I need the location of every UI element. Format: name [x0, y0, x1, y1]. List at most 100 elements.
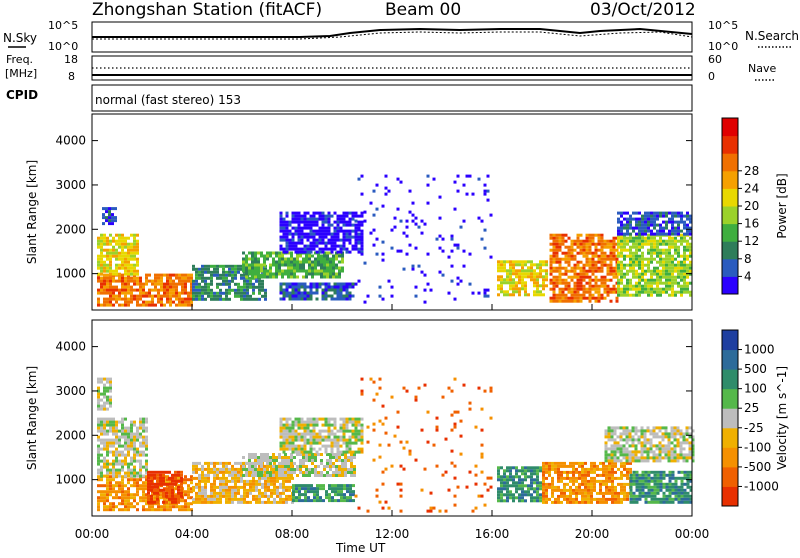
power-cell — [586, 243, 589, 246]
velocity-cell — [184, 481, 187, 484]
velocity-cell — [210, 468, 213, 471]
power-cell — [542, 293, 545, 296]
power-cell — [289, 239, 292, 242]
power-cell — [280, 215, 283, 218]
velocity-cell — [617, 477, 620, 480]
power-cell — [207, 295, 210, 298]
velocity-cell — [106, 442, 109, 445]
power-cell — [121, 261, 124, 264]
power-cell — [310, 295, 313, 298]
velocity-cell — [554, 501, 557, 504]
velocity-cell — [298, 496, 301, 499]
velocity-cell — [263, 456, 266, 459]
power-cell — [198, 289, 201, 292]
power-cell — [329, 258, 332, 261]
power-cell — [246, 295, 249, 298]
velocity-cell — [320, 459, 323, 462]
velocity-cell — [133, 472, 136, 475]
power-cell — [650, 221, 653, 224]
power-cell — [219, 277, 222, 280]
velocity-cell — [133, 460, 136, 463]
velocity-cell — [490, 387, 493, 390]
velocity-cell — [258, 495, 261, 498]
power-cell — [311, 267, 314, 270]
velocity-cell — [109, 481, 112, 484]
velocity-cell — [261, 483, 264, 486]
velocity-cell — [451, 414, 454, 417]
power-cell — [512, 260, 515, 263]
velocity-cell — [530, 496, 533, 499]
power-cell — [310, 233, 313, 236]
velocity-cell — [337, 448, 340, 451]
velocity-cell — [106, 487, 109, 490]
power-cell — [184, 289, 187, 292]
power-cell — [234, 295, 237, 298]
power-cell — [500, 278, 503, 281]
power-cell — [302, 261, 305, 264]
power-cell — [133, 264, 136, 267]
power-cell — [536, 287, 539, 290]
power-cell — [617, 255, 620, 258]
power-cell — [304, 221, 307, 224]
power-cell — [178, 274, 181, 277]
velocity-cell — [584, 480, 587, 483]
power-cell — [219, 292, 222, 295]
power-cell — [192, 283, 195, 286]
velocity-cell — [587, 480, 590, 483]
velocity-cell — [581, 468, 584, 471]
velocity-cell — [319, 433, 322, 436]
power-cell — [154, 304, 157, 307]
power-cell — [509, 266, 512, 269]
velocity-cell — [298, 424, 301, 427]
velocity-cell — [198, 474, 201, 477]
velocity-cell — [554, 468, 557, 471]
power-cell — [463, 250, 466, 253]
velocity-cell — [97, 430, 100, 433]
velocity-cell — [151, 508, 154, 511]
power-cell — [313, 286, 316, 289]
velocity-cell — [322, 436, 325, 439]
velocity-cell — [103, 502, 106, 505]
power-cell — [626, 227, 629, 230]
power-cell — [289, 248, 292, 251]
velocity-cell — [563, 465, 566, 468]
velocity-cell — [328, 430, 331, 433]
velocity-cell — [139, 436, 142, 439]
velocity-cell — [343, 493, 346, 496]
velocity-cell — [557, 465, 560, 468]
power-cell — [332, 258, 335, 261]
power-cell — [571, 243, 574, 246]
velocity-cell — [497, 478, 500, 481]
power-cell — [539, 272, 542, 275]
power-cell — [647, 234, 650, 237]
velocity-cell — [557, 477, 560, 480]
velocity-cell — [314, 468, 317, 471]
power-colorbar-tick-label: 24 — [744, 181, 759, 195]
power-cell — [332, 267, 335, 270]
power-cell — [332, 270, 335, 273]
velocity-cell — [355, 433, 358, 436]
power-cell — [178, 304, 181, 307]
velocity-cell — [124, 436, 127, 439]
power-cell — [105, 210, 108, 213]
power-cell — [201, 274, 204, 277]
velocity-cell — [174, 483, 177, 486]
power-cell — [550, 249, 553, 252]
power-cell — [604, 264, 607, 267]
power-cell — [234, 268, 237, 271]
velocity-cell — [316, 496, 319, 499]
velocity-cell — [310, 499, 313, 502]
power-cell — [328, 212, 331, 215]
power-cell — [559, 294, 562, 297]
power-cell — [589, 243, 592, 246]
power-cell — [598, 249, 601, 252]
power-cell — [653, 224, 656, 227]
power-cell — [553, 291, 556, 294]
power-cell — [524, 281, 527, 284]
power-cell — [166, 280, 169, 283]
velocity-cell — [118, 508, 121, 511]
velocity-cell — [590, 471, 593, 474]
velocity-cell — [397, 411, 400, 414]
velocity-cell — [234, 486, 237, 489]
